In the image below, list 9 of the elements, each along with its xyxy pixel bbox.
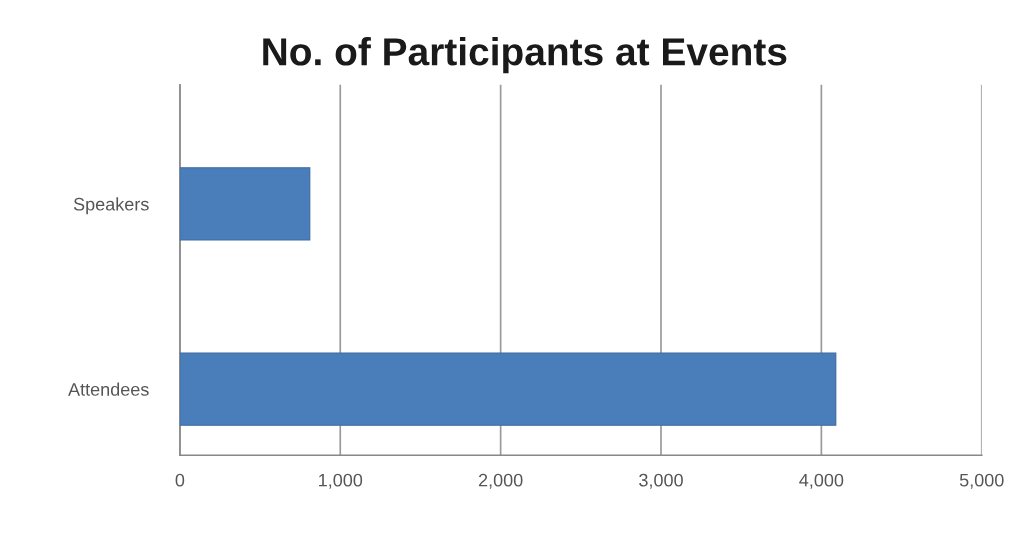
x-tick-label: 1,000 (319, 473, 363, 489)
y-tick-label: Speakers (73, 197, 149, 215)
x-tick-label: 5,000 (959, 473, 1004, 489)
x-tick-label: 2,000 (478, 473, 523, 489)
x-tick-label: 0 (175, 473, 185, 487)
x-tick-label: 4,000 (799, 473, 844, 489)
chart-title: No. of Participants at Events (263, 36, 787, 74)
y-tick-label: Attendees (68, 382, 149, 396)
x-tick-label: 3,000 (639, 473, 683, 489)
